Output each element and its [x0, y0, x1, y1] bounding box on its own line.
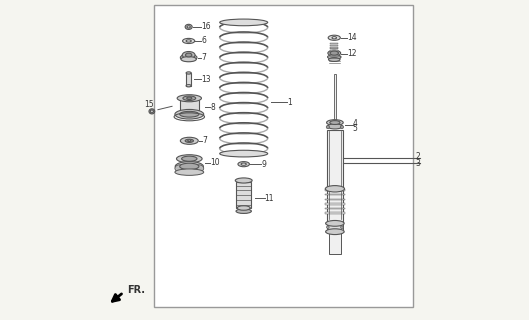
Ellipse shape — [181, 57, 196, 62]
Ellipse shape — [326, 220, 344, 226]
Ellipse shape — [220, 150, 268, 157]
Bar — [327, 130, 343, 222]
Bar — [331, 48, 338, 49]
Ellipse shape — [326, 229, 344, 235]
Text: 12: 12 — [347, 49, 357, 58]
Bar — [331, 43, 338, 44]
Ellipse shape — [180, 163, 199, 170]
Ellipse shape — [177, 155, 202, 163]
Ellipse shape — [183, 96, 196, 100]
Text: FR.: FR. — [127, 284, 145, 295]
Ellipse shape — [187, 26, 190, 28]
Ellipse shape — [328, 50, 341, 56]
Ellipse shape — [150, 110, 153, 113]
Text: 8: 8 — [210, 103, 215, 112]
Ellipse shape — [330, 121, 340, 124]
Ellipse shape — [188, 140, 191, 141]
Bar — [186, 73, 191, 86]
Ellipse shape — [237, 206, 250, 210]
Bar — [325, 212, 344, 214]
Ellipse shape — [340, 125, 343, 129]
Ellipse shape — [235, 178, 252, 183]
Text: 9: 9 — [261, 160, 266, 169]
Ellipse shape — [326, 125, 330, 129]
Text: 4: 4 — [353, 119, 358, 128]
Ellipse shape — [180, 111, 199, 117]
Ellipse shape — [325, 186, 344, 192]
Bar — [180, 98, 199, 113]
Ellipse shape — [327, 124, 342, 129]
Ellipse shape — [186, 53, 192, 57]
Ellipse shape — [180, 137, 198, 144]
Ellipse shape — [185, 139, 194, 142]
Text: 7: 7 — [202, 53, 206, 62]
Ellipse shape — [220, 19, 268, 26]
Bar — [236, 182, 251, 208]
Ellipse shape — [175, 165, 185, 172]
Bar — [331, 50, 338, 51]
Ellipse shape — [241, 163, 247, 165]
Ellipse shape — [326, 120, 343, 125]
Text: 11: 11 — [264, 194, 274, 203]
Ellipse shape — [326, 226, 329, 228]
Bar — [325, 189, 344, 191]
Bar — [331, 45, 338, 46]
Ellipse shape — [183, 38, 195, 44]
Bar — [331, 52, 338, 53]
Ellipse shape — [186, 85, 191, 87]
Text: 7: 7 — [202, 136, 207, 145]
Ellipse shape — [187, 97, 192, 100]
Text: 6: 6 — [202, 36, 206, 45]
Text: 3: 3 — [416, 159, 421, 168]
Ellipse shape — [194, 165, 204, 172]
Text: 15: 15 — [144, 100, 154, 109]
Ellipse shape — [329, 58, 340, 61]
Ellipse shape — [149, 109, 155, 114]
Ellipse shape — [327, 55, 341, 59]
Ellipse shape — [177, 95, 202, 102]
Text: 1: 1 — [287, 98, 291, 107]
Bar — [325, 203, 344, 204]
Ellipse shape — [341, 226, 343, 228]
Ellipse shape — [175, 169, 204, 175]
Bar — [154, 5, 413, 307]
Bar — [326, 223, 343, 231]
Ellipse shape — [238, 162, 250, 167]
Text: 10: 10 — [210, 158, 220, 167]
Bar — [331, 47, 338, 48]
Bar — [325, 199, 344, 200]
Bar — [329, 222, 341, 254]
Ellipse shape — [236, 209, 251, 213]
Text: 5: 5 — [353, 124, 358, 133]
Text: 14: 14 — [347, 33, 357, 42]
Text: 16: 16 — [202, 22, 211, 31]
Ellipse shape — [181, 156, 197, 161]
Ellipse shape — [175, 109, 204, 119]
Ellipse shape — [175, 162, 203, 171]
Ellipse shape — [330, 51, 339, 55]
Ellipse shape — [183, 52, 195, 59]
Ellipse shape — [180, 54, 197, 61]
Ellipse shape — [328, 35, 340, 40]
Text: 2: 2 — [416, 152, 421, 161]
Text: 13: 13 — [202, 75, 211, 84]
Bar — [325, 208, 344, 209]
Ellipse shape — [332, 37, 336, 39]
Ellipse shape — [186, 72, 191, 74]
Bar — [325, 194, 344, 195]
Ellipse shape — [186, 40, 191, 42]
Bar — [334, 74, 336, 122]
Ellipse shape — [185, 24, 192, 29]
